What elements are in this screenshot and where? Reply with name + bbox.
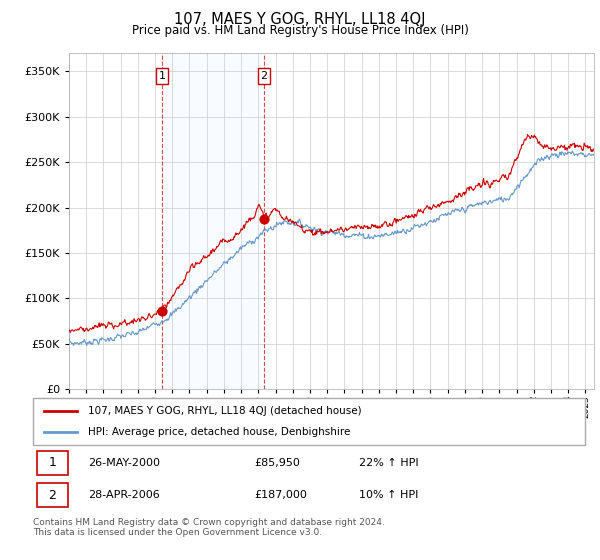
Text: £187,000: £187,000 [254, 490, 307, 500]
Text: 2: 2 [260, 71, 268, 81]
Text: 28-APR-2006: 28-APR-2006 [88, 490, 160, 500]
Text: 1: 1 [49, 456, 56, 469]
Text: HPI: Average price, detached house, Denbighshire: HPI: Average price, detached house, Denb… [88, 427, 350, 437]
Text: 22% ↑ HPI: 22% ↑ HPI [359, 458, 418, 468]
Text: 107, MAES Y GOG, RHYL, LL18 4QJ (detached house): 107, MAES Y GOG, RHYL, LL18 4QJ (detache… [88, 406, 362, 416]
FancyBboxPatch shape [33, 398, 585, 445]
Bar [162, 53, 264, 389]
Text: 10% ↑ HPI: 10% ↑ HPI [359, 490, 418, 500]
Text: 1: 1 [158, 71, 166, 81]
Text: Price paid vs. HM Land Registry's House Price Index (HPI): Price paid vs. HM Land Registry's House … [131, 24, 469, 36]
Text: Contains HM Land Registry data © Crown copyright and database right 2024.
This d: Contains HM Land Registry data © Crown c… [33, 518, 385, 538]
Text: £85,950: £85,950 [254, 458, 299, 468]
Point [157, 307, 167, 316]
Text: 26-MAY-2000: 26-MAY-2000 [88, 458, 160, 468]
Point [259, 215, 269, 224]
Text: 107, MAES Y GOG, RHYL, LL18 4QJ: 107, MAES Y GOG, RHYL, LL18 4QJ [174, 12, 426, 27]
Text: 2: 2 [49, 488, 56, 502]
FancyBboxPatch shape [37, 483, 68, 507]
FancyBboxPatch shape [37, 451, 68, 475]
